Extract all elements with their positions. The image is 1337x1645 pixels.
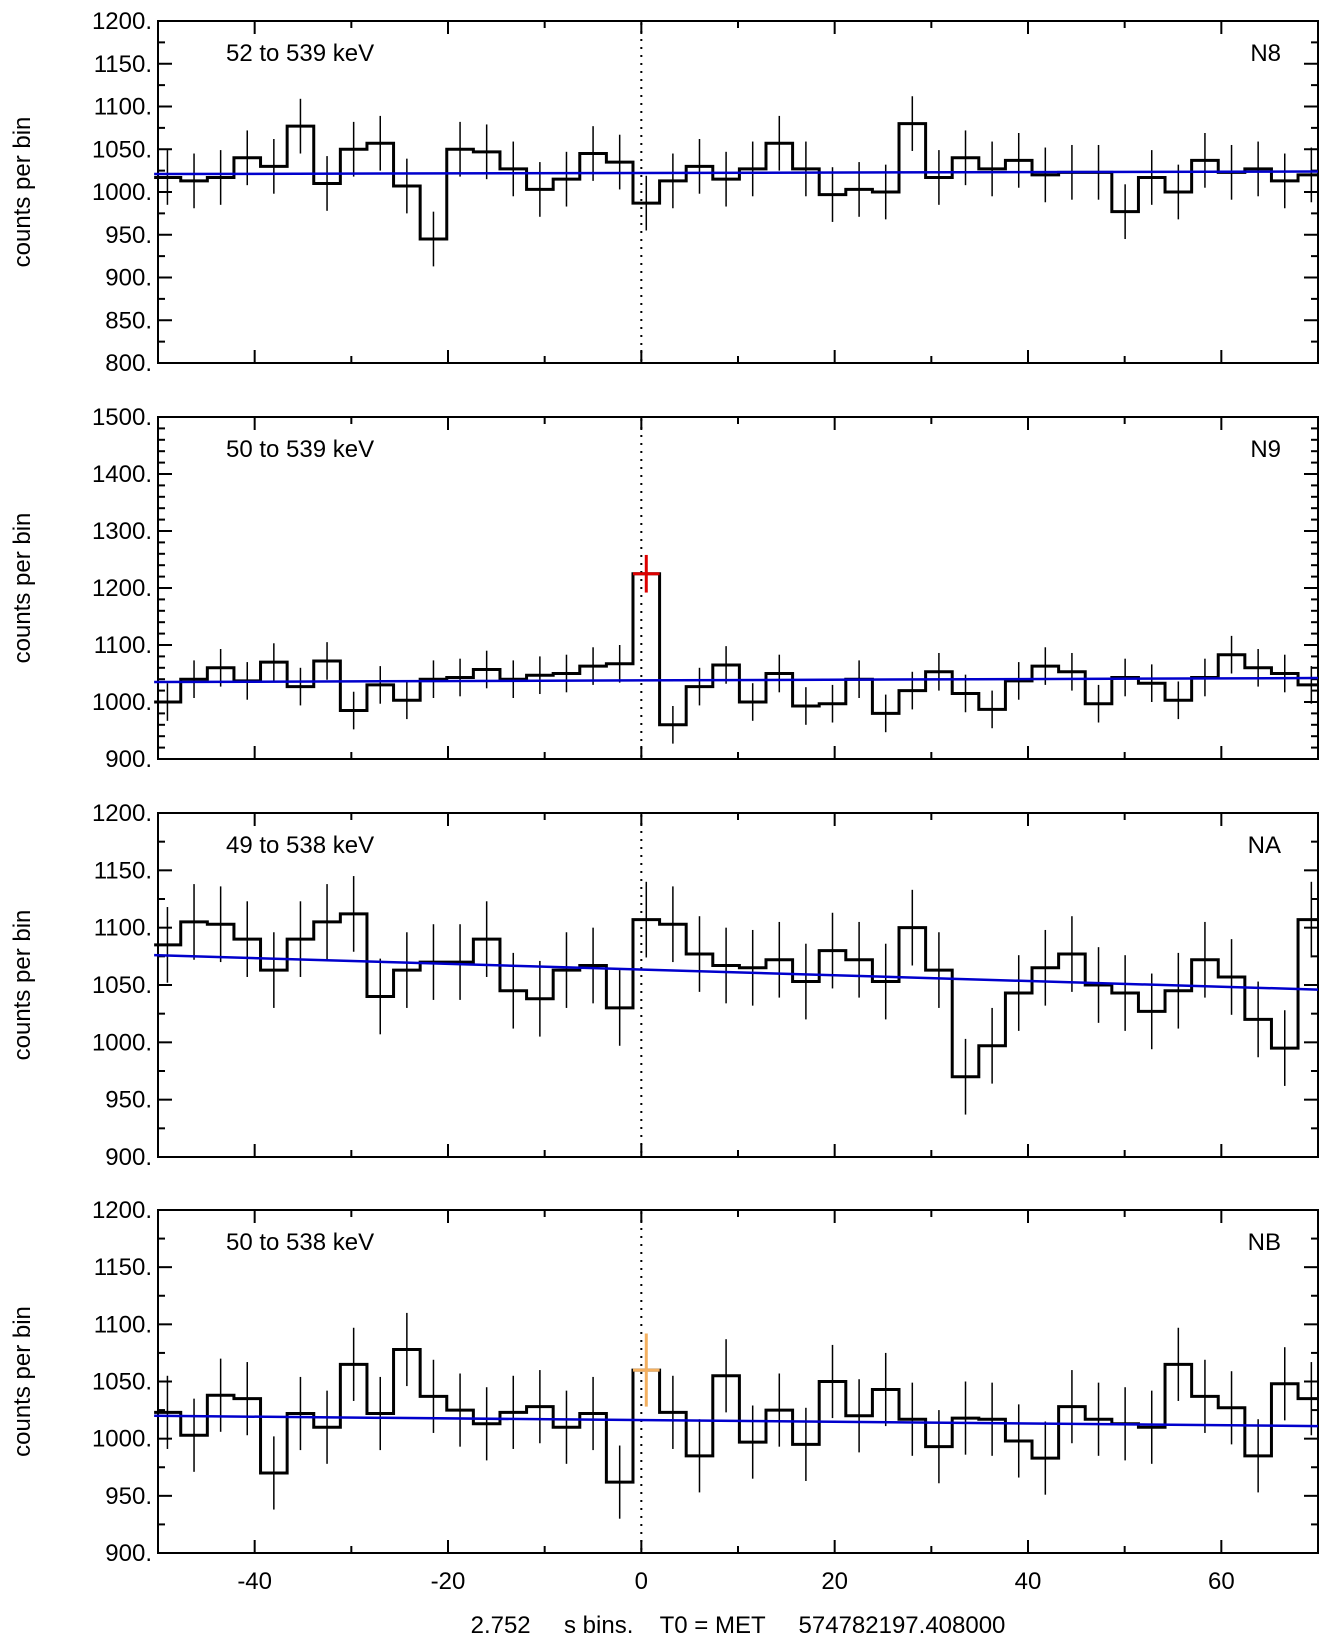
histogram bbox=[154, 912, 1318, 1079]
background-fit-line bbox=[154, 953, 1319, 991]
x-tick-label: -40 bbox=[237, 1568, 272, 1595]
y-tick-label: 950. bbox=[105, 1483, 152, 1510]
y-tick-label: 900. bbox=[105, 1540, 152, 1567]
y-tick-label: 1100. bbox=[94, 632, 152, 659]
background-fit-line bbox=[154, 1414, 1319, 1428]
y-tick-label: 1100. bbox=[94, 915, 152, 942]
y-tick-label: 1000. bbox=[92, 1029, 152, 1056]
y-tick-label: 1000. bbox=[92, 1426, 152, 1453]
histogram bbox=[154, 1347, 1318, 1484]
panel-n9: 900. 1000. 1100. 1200. 1300. 1400. 1500. counts… bbox=[9, 404, 1319, 773]
panel-na: 900. 950. 1000. 1050. 1100. 1150. 1200. counts … bbox=[9, 800, 1319, 1171]
y-tick-label: 1050. bbox=[92, 1369, 152, 1396]
y-tick-label: 1200. bbox=[92, 575, 152, 602]
detector-label: NA bbox=[1248, 832, 1281, 859]
panel-frame bbox=[157, 20, 1319, 364]
background-fit-line bbox=[154, 676, 1319, 684]
background-fit-line bbox=[154, 170, 1319, 176]
x-tick-label: 0 bbox=[635, 1568, 648, 1595]
y-tick-label: 1200. bbox=[92, 800, 152, 827]
y-tick-label: 1000. bbox=[92, 689, 152, 716]
energy-range-label: 50 to 538 keV bbox=[226, 1229, 374, 1256]
x-axis-label: 2.752 s bins. T0 = MET 574782197.408000 bbox=[471, 1612, 1006, 1639]
energy-range-label: 49 to 538 keV bbox=[226, 832, 374, 859]
y-tick-label: 1050. bbox=[92, 972, 152, 999]
y-tick-label: 1100. bbox=[94, 1311, 152, 1338]
y-tick-label: 1150. bbox=[94, 857, 152, 884]
y-tick-label: 1200. bbox=[92, 1197, 152, 1224]
panel-frame bbox=[157, 416, 1319, 760]
y-tick-label: 1150. bbox=[94, 51, 152, 78]
y-tick-label: 950. bbox=[105, 1087, 152, 1114]
x-tick-label: -20 bbox=[431, 1568, 466, 1595]
y-tick-label: 1050. bbox=[92, 136, 152, 163]
y-axis-label: counts per bin bbox=[9, 513, 36, 664]
y-tick-label: 900. bbox=[105, 746, 152, 773]
y-tick-label: 1000. bbox=[92, 179, 152, 206]
panel-nb: 900. 950. 1000. 1050. 1100. 1150. 1200. counts … bbox=[9, 1197, 1319, 1567]
y-tick-label: 900. bbox=[105, 265, 152, 292]
y-tick-label: 1200. bbox=[92, 8, 152, 35]
y-tick-label: 900. bbox=[105, 1144, 152, 1171]
y-tick-label: 1100. bbox=[94, 94, 152, 121]
detector-label: N8 bbox=[1250, 40, 1281, 67]
x-tick-label: 60 bbox=[1208, 1568, 1235, 1595]
y-axis-label: counts per bin bbox=[9, 1306, 36, 1457]
y-tick-label: 950. bbox=[105, 222, 152, 249]
x-tick-label: 40 bbox=[1015, 1568, 1042, 1595]
y-tick-label: 1300. bbox=[92, 518, 152, 545]
y-axis-label: counts per bin bbox=[9, 910, 36, 1061]
energy-range-label: 50 to 539 keV bbox=[226, 436, 374, 463]
y-axis-label: counts per bin bbox=[9, 117, 36, 268]
detector-label: N9 bbox=[1250, 436, 1281, 463]
detector-label: NB bbox=[1248, 1229, 1281, 1256]
histogram bbox=[154, 122, 1318, 241]
y-tick-label: 1400. bbox=[92, 461, 152, 488]
y-tick-label: 800. bbox=[105, 350, 152, 377]
y-tick-label: 1150. bbox=[94, 1254, 152, 1281]
x-tick-label: 20 bbox=[821, 1568, 848, 1595]
histogram bbox=[154, 572, 1318, 727]
panel-n8: 800. 850. 900. 950. 1000. 1050. 1100. 1150. 1200… bbox=[9, 8, 1319, 377]
y-tick-label: 850. bbox=[105, 307, 152, 334]
energy-range-label: 52 to 539 keV bbox=[226, 40, 374, 67]
y-tick-label: 1500. bbox=[92, 404, 152, 431]
